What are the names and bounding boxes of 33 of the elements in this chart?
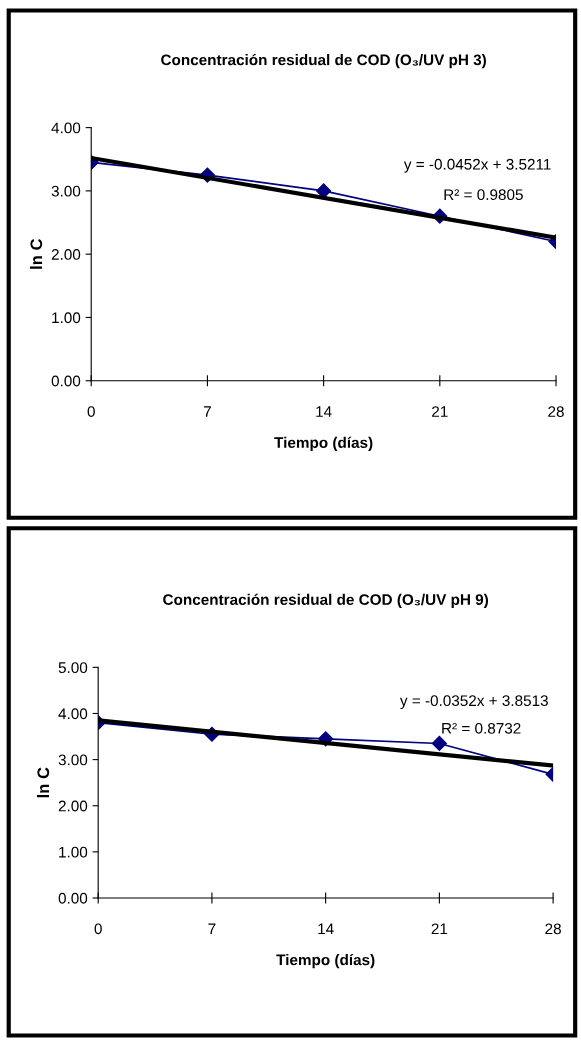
x-tick-label: 14 <box>316 406 332 417</box>
y-axis-title: ln C <box>29 238 43 269</box>
y-tick-label: 1.00 <box>52 312 81 324</box>
y-axis-title: ln C <box>36 767 50 798</box>
y-tick-label: 0.00 <box>51 375 81 387</box>
y-tick-label: 3.00 <box>51 185 81 197</box>
chart-title: Concentración residual de COD (O₃/UV pH 3) <box>161 53 486 69</box>
point <box>431 735 447 752</box>
x-tick-label: 21 <box>432 406 448 417</box>
x-tick-label: 7 <box>203 406 211 417</box>
x-tick-label: 14 <box>318 923 334 935</box>
y-tick-label: 4.00 <box>51 122 81 134</box>
x-axis-title: Tiempo (días) <box>276 953 375 969</box>
x-tick-label: 7 <box>208 923 216 935</box>
x-tick-label: 28 <box>545 923 561 935</box>
annotation: R² = 0.8732 <box>442 722 521 734</box>
y-tick-label: 2.00 <box>58 800 88 812</box>
y-tick-label: 0.00 <box>58 892 88 904</box>
y-tick-label: 4.00 <box>58 708 88 720</box>
x-tick-label: 0 <box>87 406 95 417</box>
y-tick-label: 2.00 <box>51 249 81 260</box>
point <box>316 183 332 199</box>
x-tick-label: 28 <box>548 406 564 417</box>
y-tick-label: 3.00 <box>58 754 88 766</box>
y-tick-label: 1.00 <box>59 846 88 858</box>
chart-title: Concentración residual de COD (O₃/UV pH 9) <box>163 593 489 609</box>
annotation: y = -0.0352x + 3.8513 <box>399 695 548 710</box>
x-tick-label: 0 <box>94 923 102 935</box>
x-tick-label: 21 <box>431 923 448 935</box>
x-axis-title: Tiempo (días) <box>274 436 373 452</box>
annotation: y = -0.0452x + 3.5211 <box>403 158 551 173</box>
y-tick-label: 5.00 <box>58 662 88 674</box>
annotation: R² = 0.9805 <box>444 189 523 201</box>
